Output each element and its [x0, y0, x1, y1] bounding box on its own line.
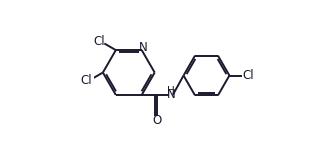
Text: Cl: Cl [93, 35, 105, 48]
Text: H: H [167, 86, 175, 96]
Text: Cl: Cl [242, 69, 254, 82]
Text: N: N [167, 88, 175, 101]
Text: Cl: Cl [80, 74, 92, 87]
Text: O: O [153, 114, 162, 127]
Text: N: N [139, 41, 148, 54]
